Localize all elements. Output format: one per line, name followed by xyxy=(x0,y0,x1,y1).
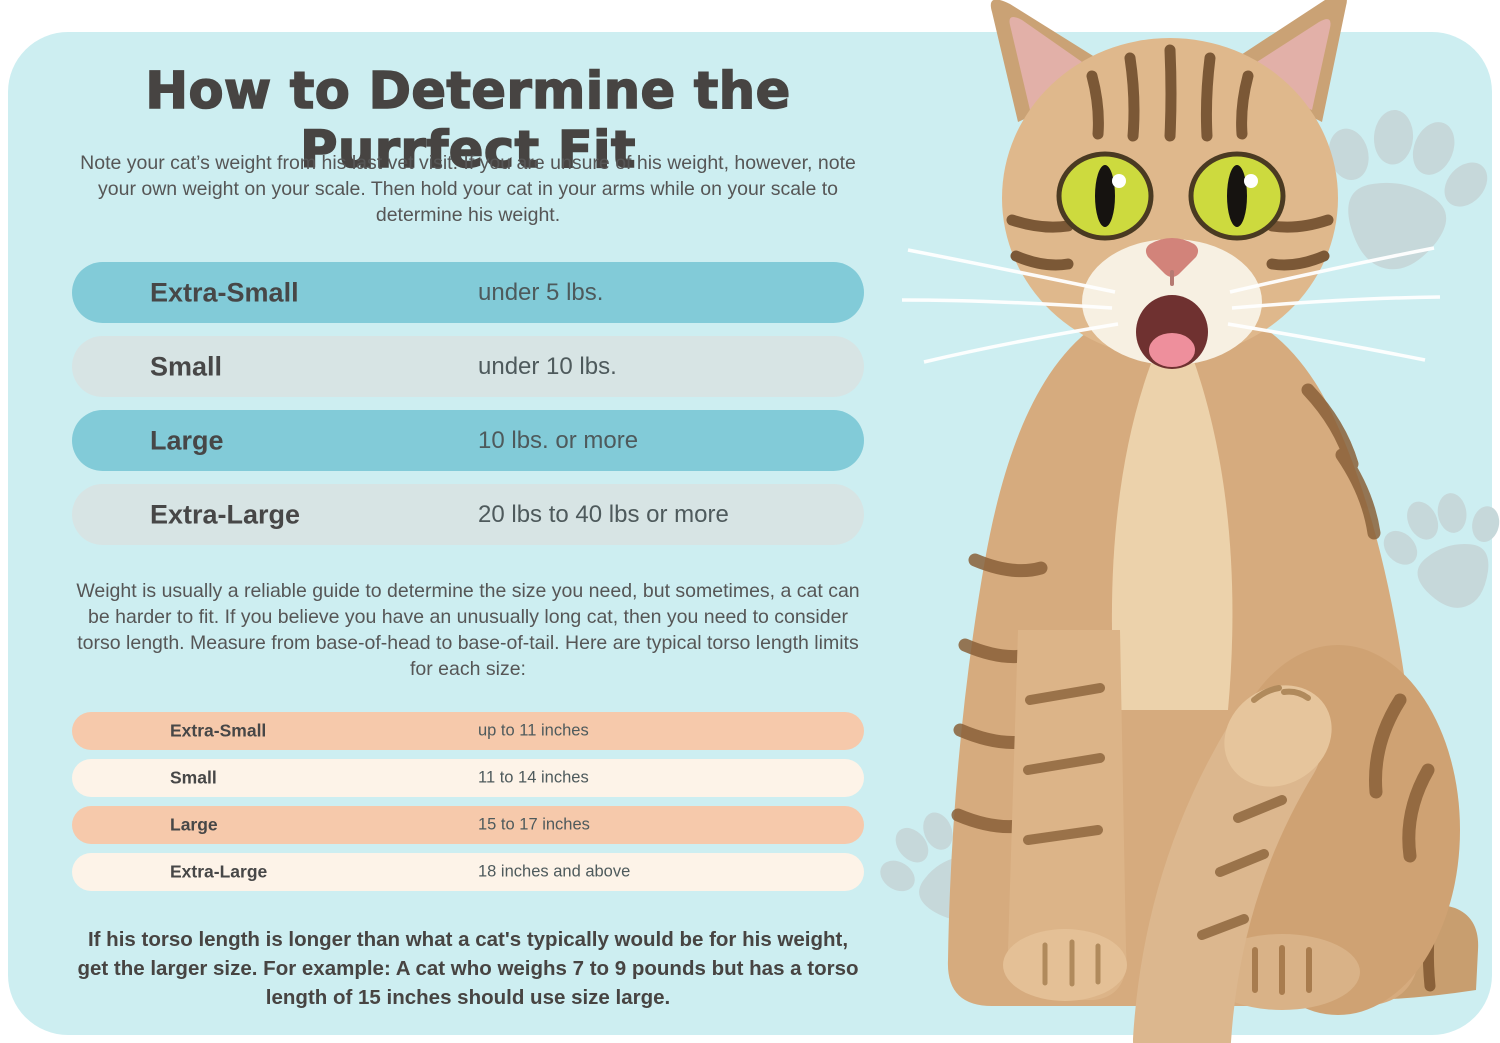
size-label: Extra-Small xyxy=(170,720,267,741)
size-value: 10 lbs. or more xyxy=(478,426,639,454)
size-label: Large xyxy=(170,814,218,835)
size-label: Extra-Large xyxy=(150,499,301,529)
size-value: under 5 lbs. xyxy=(478,278,604,306)
size-label: Large xyxy=(150,425,224,455)
size-label: Small xyxy=(170,767,217,788)
size-value: up to 11 inches xyxy=(478,721,589,740)
table-row: Extra-Large 20 lbs to 40 lbs or more xyxy=(72,484,864,545)
table-row: Extra-Large 18 inches and above xyxy=(72,853,864,891)
table-row: Large 10 lbs. or more xyxy=(72,410,864,471)
size-label: Extra-Small xyxy=(150,277,299,307)
table-row: Small 11 to 14 inches xyxy=(72,759,864,797)
table-row: Large 15 to 17 inches xyxy=(72,806,864,844)
size-value: 15 to 17 inches xyxy=(478,815,590,834)
info-column: How to Determine the Purrfect Fit Note y… xyxy=(72,0,864,1043)
footnote-paragraph: If his torso length is longer than what … xyxy=(77,928,859,1009)
table-row: Extra-Small up to 11 inches xyxy=(72,712,864,750)
size-value: 20 lbs to 40 lbs or more xyxy=(478,500,729,528)
weight-size-table: Extra-Small under 5 lbs. Small under 10 … xyxy=(72,262,864,558)
intro-paragraph: Note your cat’s weight from his last vet… xyxy=(80,152,856,226)
page-title: How to Determine the Purrfect Fit xyxy=(145,61,791,181)
table-row: Extra-Small under 5 lbs. xyxy=(72,262,864,323)
size-label: Small xyxy=(150,351,223,381)
size-value: 18 inches and above xyxy=(478,862,631,881)
torso-paragraph: Weight is usually a reliable guide to de… xyxy=(76,580,860,680)
table-row: Small under 10 lbs. xyxy=(72,336,864,397)
size-value: under 10 lbs. xyxy=(478,352,617,380)
size-label: Extra-Large xyxy=(170,861,268,882)
size-value: 11 to 14 inches xyxy=(478,768,589,787)
torso-length-table: Extra-Small up to 11 inches Small 11 to … xyxy=(72,712,864,900)
